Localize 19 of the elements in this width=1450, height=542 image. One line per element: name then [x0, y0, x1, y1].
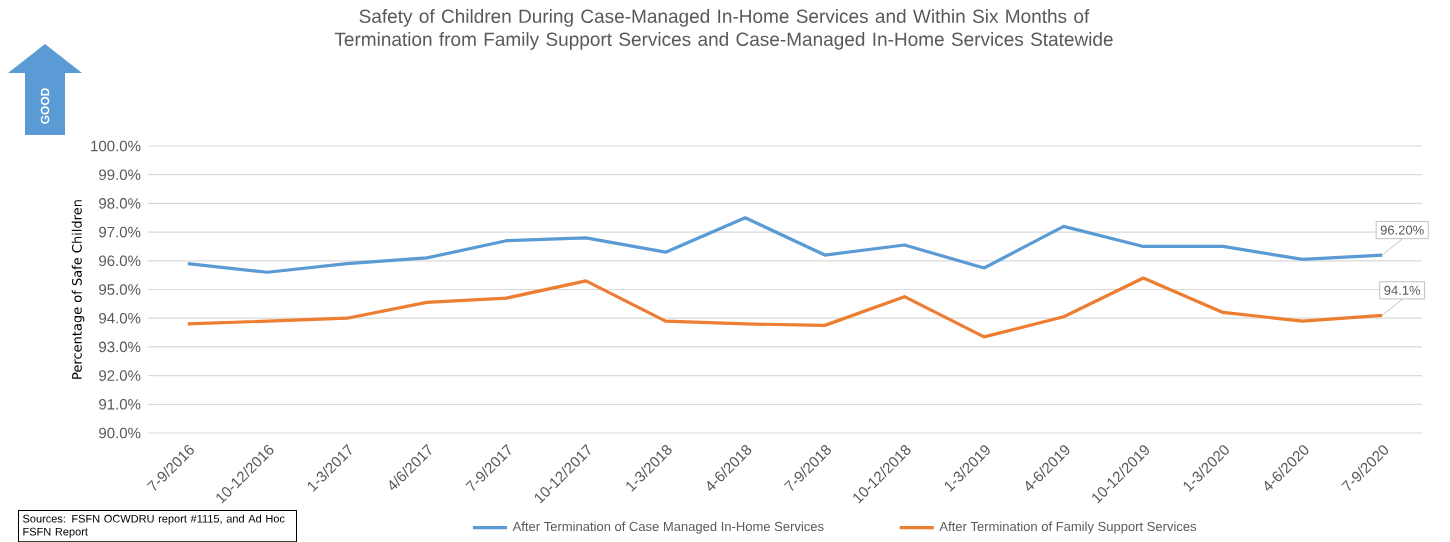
- y-tick-label: 97.0%: [99, 226, 141, 238]
- legend-label: After Termination of Case Managed In-Home Services: [512, 521, 824, 534]
- data-label: 94.1%: [1384, 285, 1421, 295]
- y-tick-label: 100.0%: [91, 140, 141, 152]
- data-label: 96.20%: [1380, 225, 1424, 235]
- y-tick-label: 98.0%: [99, 198, 141, 209]
- y-tick-label: 90.0%: [99, 427, 141, 439]
- legend-label: After Termination of Family Support Services: [939, 521, 1197, 534]
- y-tick-label: 94.0%: [99, 312, 141, 324]
- y-tick-label: 93.0%: [99, 341, 141, 353]
- y-tick-label: 91.0%: [99, 398, 141, 410]
- y-tick-label: 95.0%: [99, 284, 141, 295]
- y-tick-label: 92.0%: [99, 370, 141, 381]
- text: GOOD: [40, 88, 50, 124]
- y-axis-title: Percentage of Safe Children: [71, 200, 85, 379]
- y-tick-label: 96.0%: [99, 255, 141, 267]
- y-tick-label: 99.0%: [99, 169, 141, 181]
- chart-title: Safety of Children During Case-Managed In-Home Services and Within Six Months of Termination from Family Support Services and Case-Managed In-Home Services Statewide: [334, 9, 1113, 50]
- source-note: Sources: FSFN OCWDRU report #1115, and Ad Hoc FSFN Report: [23, 514, 285, 538]
